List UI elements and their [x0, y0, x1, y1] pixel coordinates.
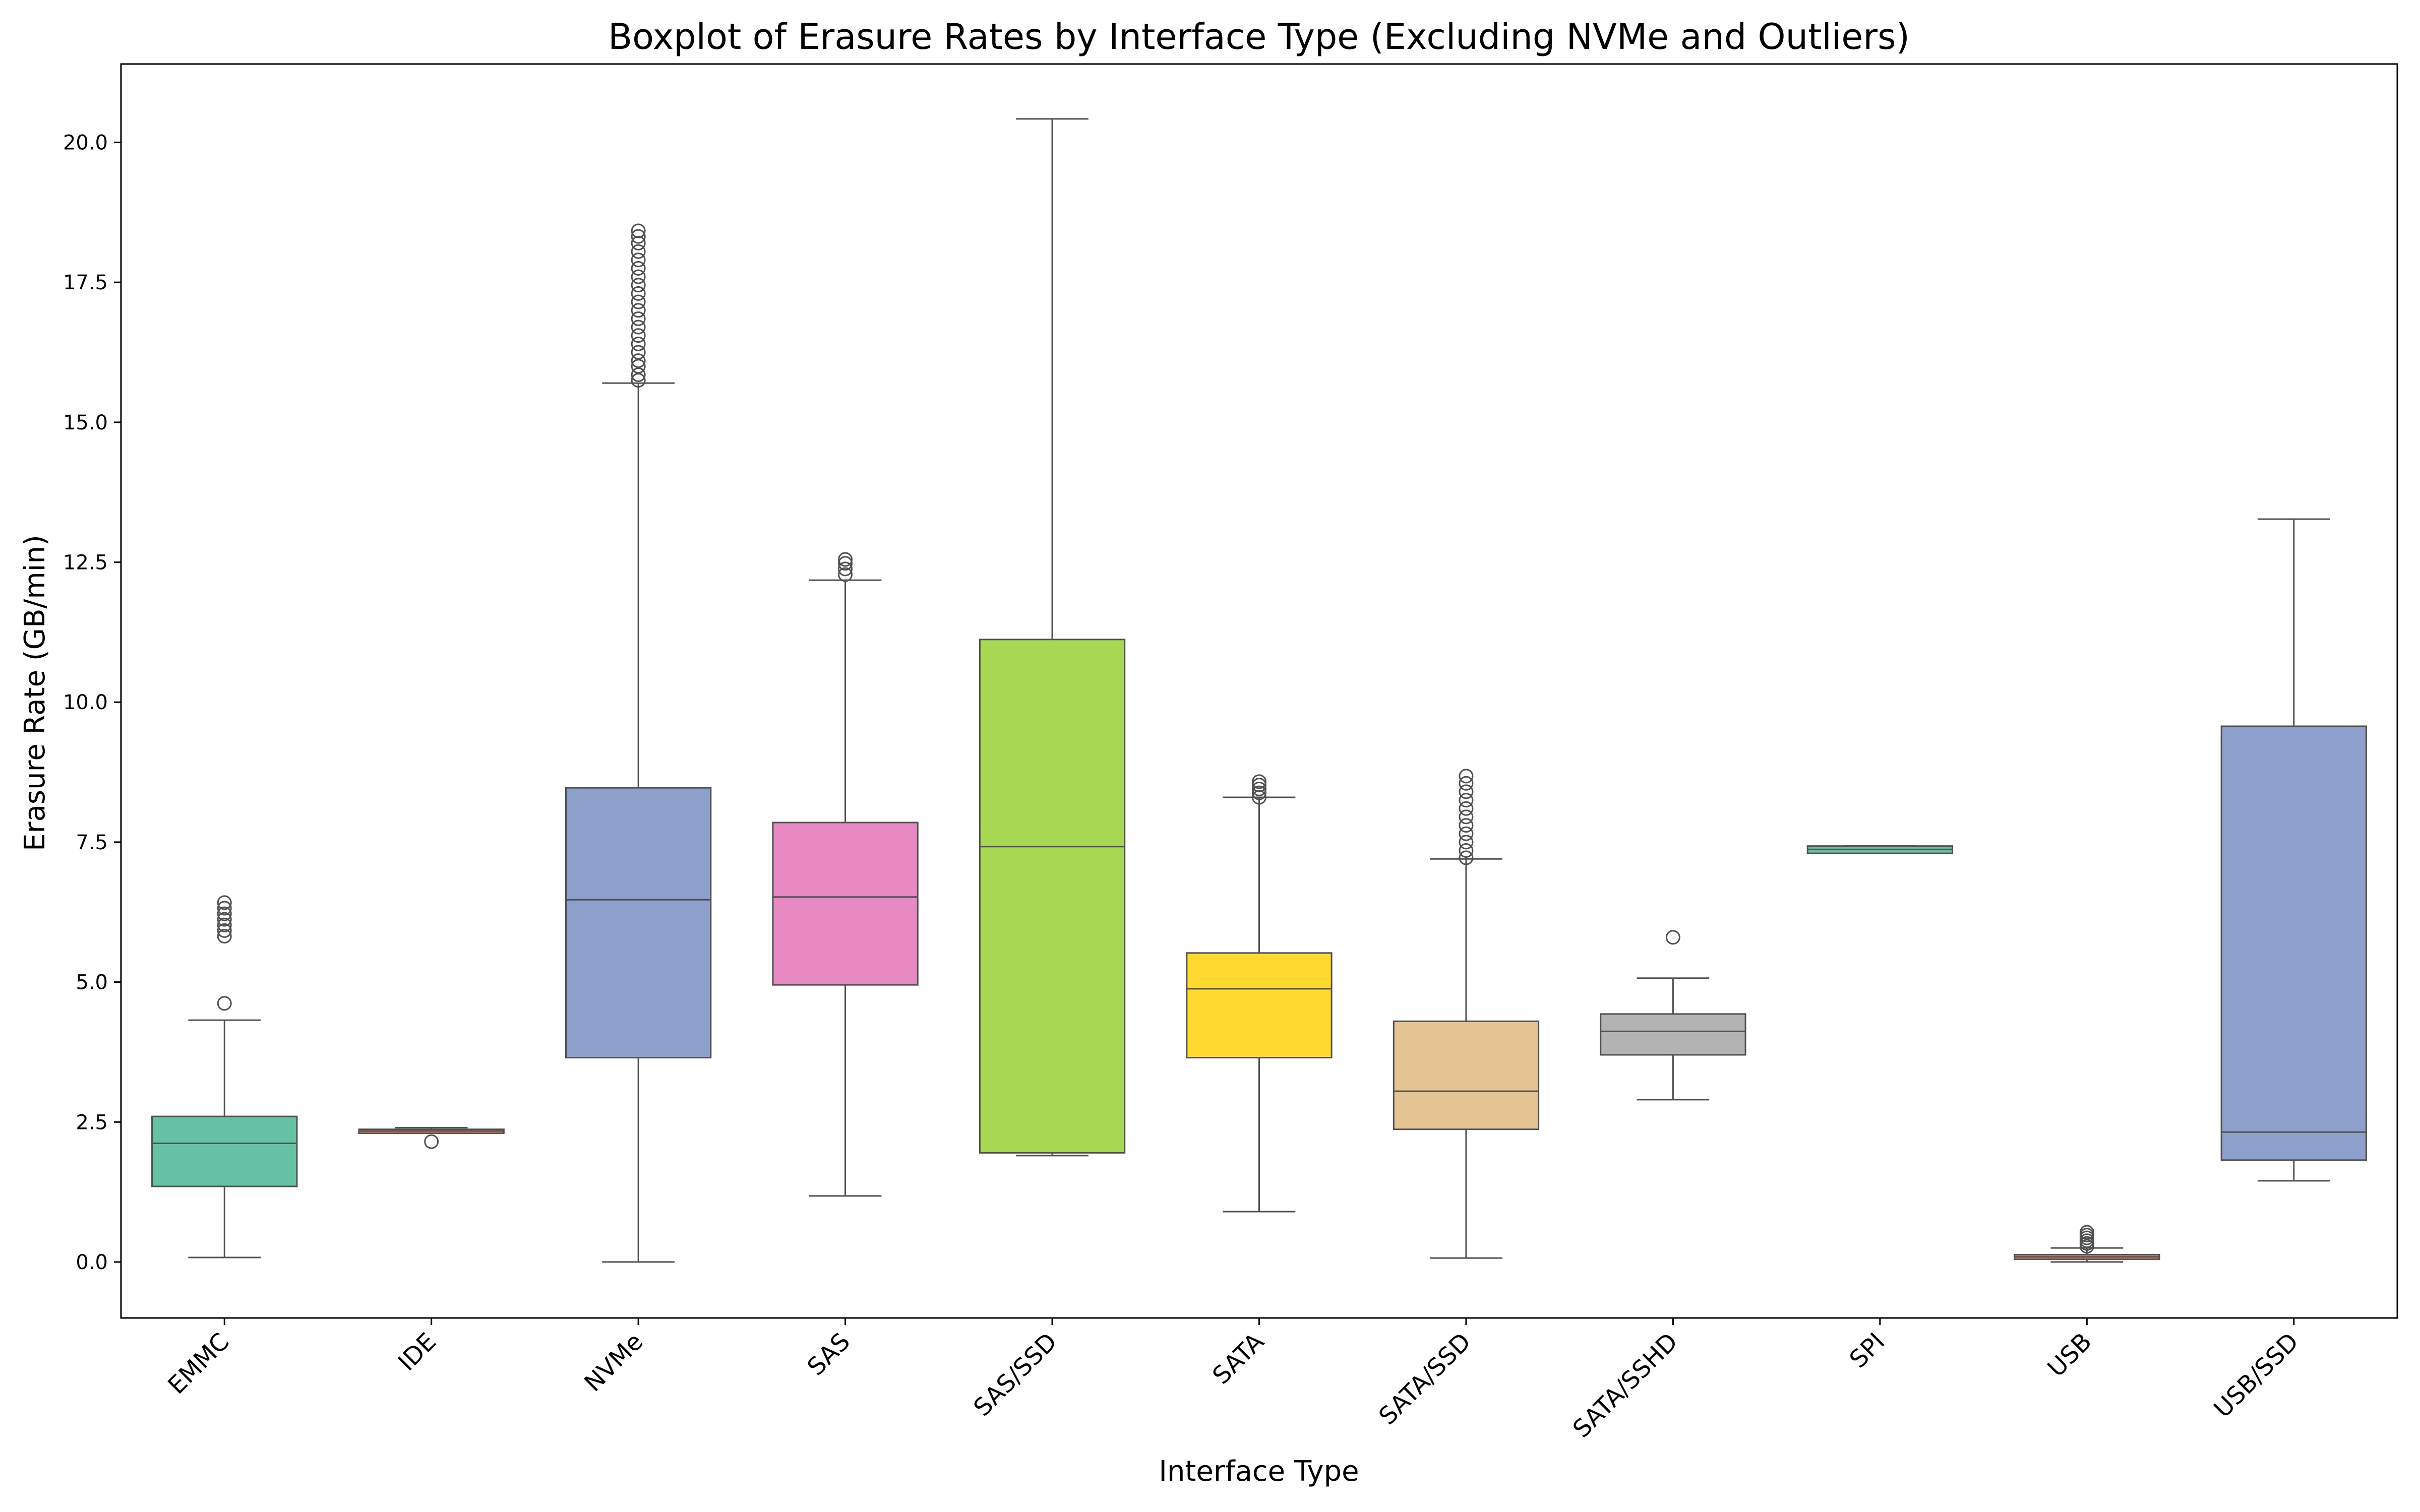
outlier-point — [1252, 781, 1266, 796]
outlier-point — [631, 223, 646, 238]
outlier-point — [631, 359, 646, 374]
outlier-point — [1459, 818, 1474, 833]
y-axis-label: Erasure Rate (GB/min) — [19, 535, 51, 851]
outlier-point — [631, 345, 646, 360]
chart-title: Boxplot of Erasure Rates by Interface Ty… — [608, 16, 1910, 57]
outlier-point — [1459, 801, 1474, 816]
outlier-point — [838, 552, 853, 567]
x-tick-label: USB/SSD — [2208, 1328, 2304, 1423]
outlier-point — [631, 229, 646, 244]
outlier-point — [631, 311, 646, 326]
outlier-point — [631, 336, 646, 351]
box-iqr — [1600, 1013, 1746, 1056]
outlier-point — [1459, 793, 1474, 808]
box-ide — [358, 1126, 505, 1149]
outlier-point — [217, 901, 232, 916]
y-tick-label: 0.0 — [76, 1251, 108, 1274]
x-tick-label: IDE — [393, 1328, 442, 1376]
box-iqr — [151, 1115, 298, 1187]
y-tick-label: 12.5 — [63, 551, 108, 575]
outlier-point — [1459, 843, 1474, 858]
outlier-point — [631, 269, 646, 284]
outlier-point — [217, 906, 232, 921]
outlier-point — [1459, 769, 1474, 784]
x-tick-label: USB — [2042, 1328, 2097, 1382]
box-iqr — [565, 787, 712, 1059]
outlier-point — [631, 373, 646, 388]
outlier-point — [1665, 930, 1680, 945]
outlier-point — [631, 294, 646, 309]
x-tick-label: SATA/SSD — [1373, 1328, 1476, 1430]
outlier-point — [1252, 774, 1266, 789]
y-tick-label: 17.5 — [63, 271, 108, 294]
y-tick-label: 15.0 — [63, 411, 108, 434]
x-tick-label: SPI — [1844, 1328, 1891, 1374]
box-sata-ssd — [1393, 769, 1540, 1259]
outlier-point — [631, 244, 646, 259]
y-tick-label: 10.0 — [63, 691, 108, 714]
outlier-point — [631, 353, 646, 368]
outlier-point — [217, 923, 232, 938]
outlier-point — [631, 261, 646, 276]
outlier-point — [1459, 826, 1474, 841]
outlier-point — [631, 278, 646, 293]
outlier-point — [217, 917, 232, 932]
box-sas — [772, 552, 919, 1197]
outlier-point — [838, 567, 853, 582]
outlier-point — [1252, 785, 1266, 800]
outlier-point — [217, 996, 232, 1011]
x-tick-label: SATA/SSHD — [1567, 1328, 1683, 1443]
box-spi — [1806, 845, 1954, 854]
box-emmc — [151, 895, 298, 1258]
box-nvme — [565, 223, 712, 1263]
box-iqr — [1393, 1020, 1540, 1130]
x-axis-label: Interface Type — [1159, 1455, 1359, 1488]
box-iqr — [1186, 952, 1333, 1059]
outlier-point — [838, 556, 853, 571]
box-iqr — [979, 639, 1126, 1154]
outlier-point — [1459, 784, 1474, 799]
box-usb — [2014, 1225, 2160, 1263]
outlier-point — [1459, 835, 1474, 850]
plot-area: 0.0 2.5 5.0 7.5 10.0 12.5 15.0 17.5 20.0 EMMC IDE N… — [63, 63, 2398, 1443]
outlier-point — [631, 303, 646, 318]
outlier-point — [631, 328, 646, 343]
x-tick-label: NVMe — [579, 1328, 648, 1397]
x-tick-label: EMMC — [162, 1328, 234, 1400]
outlier-point — [631, 367, 646, 382]
box-iqr — [772, 822, 919, 986]
x-tick-label: SAS — [802, 1328, 856, 1381]
outlier-point — [631, 253, 646, 268]
outlier-point — [217, 912, 232, 927]
outlier-point — [424, 1134, 439, 1149]
outlier-point — [631, 320, 646, 335]
x-tick-label: SAS/SSD — [968, 1328, 1062, 1422]
outlier-point — [1252, 778, 1266, 793]
outlier-point — [838, 561, 853, 577]
outlier-point — [217, 895, 232, 910]
x-tick-label: SATA — [1207, 1328, 1269, 1390]
box-iqr — [2220, 725, 2367, 1161]
box-sas-ssd — [979, 118, 1126, 1157]
y-tick-label: 5.0 — [76, 971, 108, 994]
outlier-point — [1459, 776, 1474, 791]
box-sata-sshd — [1600, 930, 1746, 1101]
outlier-point — [1459, 809, 1474, 825]
box-sata — [1186, 774, 1333, 1213]
outlier-point — [2079, 1225, 2094, 1240]
outlier-point — [1252, 790, 1266, 805]
outlier-point — [217, 928, 232, 943]
y-tick-label: 7.5 — [76, 831, 108, 854]
outlier-point — [631, 286, 646, 301]
outlier-point — [1459, 850, 1474, 865]
y-tick-label: 20.0 — [63, 132, 108, 155]
y-tick-label: 2.5 — [76, 1111, 108, 1134]
box-usb-ssd — [2220, 518, 2367, 1182]
outlier-point — [631, 235, 646, 250]
